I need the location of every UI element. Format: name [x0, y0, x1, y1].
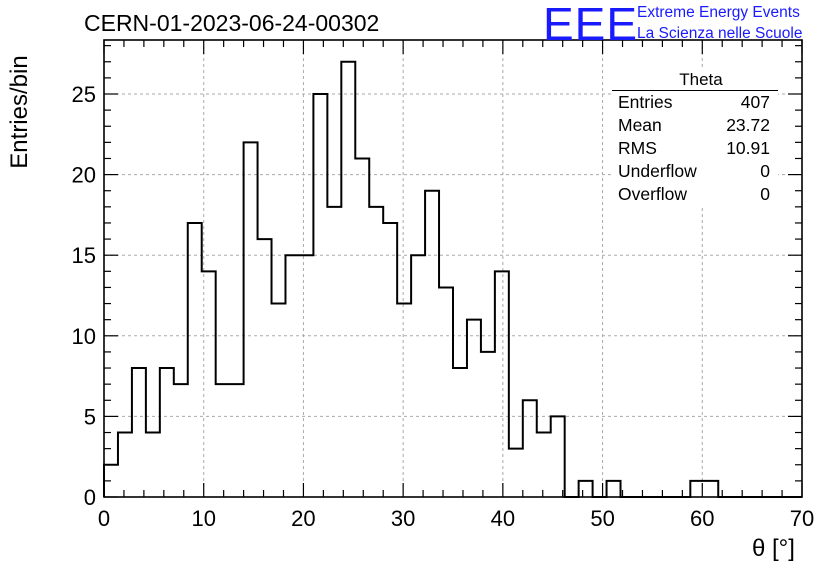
x-tick-label: 10	[191, 506, 215, 531]
histogram-bin	[411, 255, 425, 497]
histogram-bin	[341, 62, 355, 497]
histogram-bin	[383, 223, 397, 497]
histogram-bin	[509, 449, 523, 497]
x-tick-label: 50	[590, 506, 614, 531]
histogram-bin	[285, 255, 299, 497]
stats-label: Entries	[618, 92, 673, 112]
histogram-bin	[537, 433, 551, 497]
run-title: CERN-01-2023-06-24-00302	[84, 10, 380, 36]
stats-row-rms: RMS 10.91	[612, 137, 778, 160]
histogram-bin	[160, 368, 174, 497]
histogram-bin	[118, 433, 132, 497]
histogram-bin	[607, 481, 621, 497]
histogram-bin	[481, 352, 495, 497]
x-tick-label: 20	[291, 506, 315, 531]
histogram-bin	[355, 158, 369, 497]
histogram-bin	[453, 368, 467, 497]
stats-box: Theta Entries 407 Mean 23.72 RMS 10.91 U…	[612, 70, 778, 206]
histogram-bin	[244, 142, 258, 497]
stats-row-overflow: Overflow 0	[612, 183, 778, 206]
histogram-bin	[439, 287, 453, 497]
x-tick-label: 60	[690, 506, 714, 531]
x-tick-label: 40	[491, 506, 515, 531]
histogram-bin	[523, 400, 537, 497]
stats-value: 407	[740, 92, 770, 112]
y-tick-label: 10	[72, 324, 96, 349]
stats-value: 23.72	[726, 115, 770, 135]
histogram-bin	[174, 384, 188, 497]
y-tick-label: 15	[72, 243, 96, 268]
x-axis-label: θ [°]	[752, 535, 795, 562]
y-tick-label: 20	[72, 163, 96, 188]
x-tick-label: 0	[98, 506, 110, 531]
y-tick-label: 25	[72, 82, 96, 107]
histogram-bin	[216, 384, 230, 497]
histogram-bin	[132, 368, 146, 497]
x-tick-label: 70	[790, 506, 814, 531]
histogram-bin	[495, 271, 509, 497]
histogram-bin	[690, 481, 704, 497]
histogram-bin	[369, 207, 383, 497]
histogram-bin	[579, 481, 593, 497]
stats-value: 10.91	[726, 138, 770, 158]
y-tick-label: 5	[84, 404, 96, 429]
stats-value: 0	[760, 184, 770, 204]
plot-frame	[103, 39, 803, 498]
stats-row-mean: Mean 23.72	[612, 114, 778, 137]
histogram-bin	[202, 271, 216, 497]
histogram-bin	[397, 304, 411, 497]
histogram-bin	[551, 416, 565, 497]
histogram-bin	[272, 304, 286, 497]
stats-row-underflow: Underflow 0	[612, 160, 778, 183]
histogram-bin	[327, 207, 341, 497]
stats-label: Underflow	[618, 161, 697, 181]
x-tick-label: 30	[391, 506, 415, 531]
histogram-bin	[704, 481, 718, 497]
histogram-bin	[258, 239, 272, 497]
histogram-bin	[467, 320, 481, 497]
logo-line-1: Extreme Energy Events	[637, 4, 800, 21]
histogram-bin	[146, 433, 160, 497]
y-tick-label: 0	[84, 485, 96, 510]
histogram-bin	[425, 191, 439, 497]
eee-logo: EEE	[543, 0, 639, 50]
histogram-bin	[230, 384, 244, 497]
histogram-bin	[313, 94, 327, 497]
histogram-bin	[299, 255, 313, 497]
stats-row-entries: Entries 407	[612, 91, 778, 114]
stats-title: Theta	[612, 70, 778, 91]
stats-label: Overflow	[618, 184, 688, 204]
stats-label: RMS	[618, 138, 657, 158]
y-axis-label: Entries/bin	[6, 55, 33, 169]
stats-label: Mean	[618, 115, 662, 135]
histogram-bin	[188, 223, 202, 497]
histogram-bin	[104, 465, 118, 497]
stats-value: 0	[760, 161, 770, 181]
logo-line-2: La Scienza nelle Scuole	[637, 25, 803, 42]
